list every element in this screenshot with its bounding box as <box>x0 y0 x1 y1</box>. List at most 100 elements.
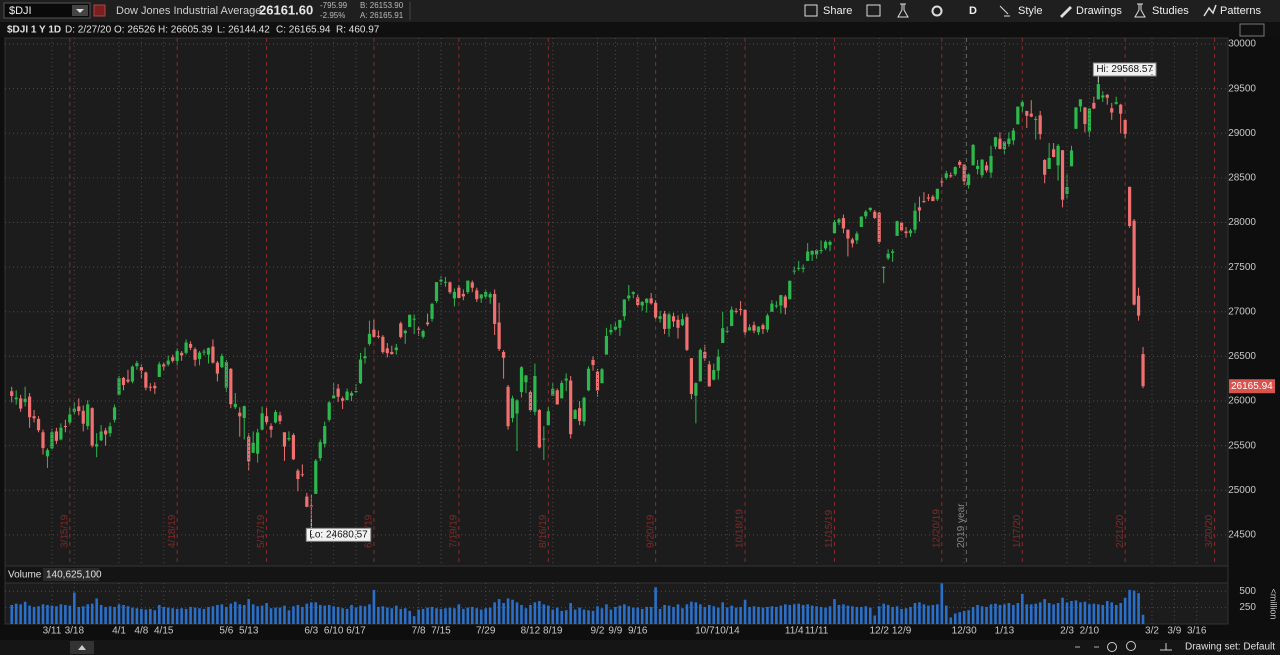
volume-bar <box>547 605 550 624</box>
candle-body <box>533 376 537 412</box>
last-price-marker <box>1229 379 1275 394</box>
volume-bar <box>1016 603 1020 624</box>
expiration-label: 8/16/19 <box>538 514 549 548</box>
flag[interactable] <box>93 4 106 17</box>
volume-bar <box>140 608 143 624</box>
studies-button[interactable]: Studies <box>1152 5 1189 17</box>
candle-body <box>14 397 18 400</box>
volume-bar <box>269 608 273 624</box>
volume-bar <box>345 608 349 624</box>
candle-body <box>376 335 380 337</box>
candle-body <box>846 229 850 239</box>
x-tick-label: 12/2 <box>869 626 889 637</box>
expiration-label: 3/15/19 <box>59 514 70 548</box>
style-button[interactable]: Style <box>1018 5 1042 17</box>
candle-body <box>211 346 215 363</box>
candle-body <box>654 302 658 318</box>
candle-body <box>519 367 524 393</box>
candle-body <box>86 404 90 427</box>
volume-bar <box>994 603 997 624</box>
volume-bar <box>560 610 564 624</box>
candle-body <box>595 371 600 391</box>
drawing-set[interactable]: Drawing set: Default <box>1185 642 1275 653</box>
candle-body <box>671 316 676 322</box>
zoom-button[interactable] <box>1126 641 1136 651</box>
expiration-label: 3/20/20 <box>1204 514 1215 548</box>
candle-body <box>1101 95 1105 98</box>
drawings-button[interactable]: Drawings <box>1076 5 1122 17</box>
volume-bar <box>278 607 282 624</box>
candle-body <box>457 287 461 299</box>
volume-bar <box>225 606 228 624</box>
flask-button[interactable] <box>897 3 909 18</box>
candle-body <box>309 505 313 507</box>
volume-bar <box>310 602 313 624</box>
expiration-label: 5/17/19 <box>256 514 267 548</box>
volume-bar <box>260 605 264 624</box>
candle-body <box>1038 115 1042 135</box>
volume-bar <box>332 606 335 624</box>
volume-bar <box>860 606 863 624</box>
volume-bar <box>734 607 738 624</box>
candle-body <box>944 173 948 178</box>
crosshair-button[interactable] <box>1107 642 1117 652</box>
volume-bar <box>1052 604 1055 624</box>
volume-bar <box>421 608 425 624</box>
share-label[interactable]: Share <box>823 5 852 17</box>
volume-bar <box>211 606 215 624</box>
volume-bar <box>971 606 975 624</box>
volume-bar <box>931 604 935 624</box>
candle-body <box>430 303 434 319</box>
volume-bar <box>623 604 626 624</box>
candle-body <box>68 414 72 423</box>
candle-body <box>121 377 126 385</box>
dropdown-arrow <box>76 9 84 13</box>
volume-bar <box>135 608 139 624</box>
info-high: H: 26605.39 <box>158 25 213 36</box>
volume-bar <box>1079 602 1082 624</box>
change-percent: -2.95% <box>320 11 345 20</box>
volume-bar <box>287 610 291 624</box>
candle-body <box>815 250 819 255</box>
candle-body <box>640 301 644 306</box>
volume-bar <box>1119 603 1122 624</box>
candle-body <box>497 322 501 349</box>
autoscale-button[interactable] <box>1239 23 1265 37</box>
volume-bar <box>46 604 49 624</box>
symbol[interactable]: $DJI <box>9 5 32 17</box>
volume-header <box>4 565 1229 584</box>
candle-body <box>524 375 528 383</box>
volume-bar <box>131 607 134 624</box>
y-tick-label: 26000 <box>1228 396 1256 407</box>
x-tick-label: 3/18 <box>65 626 85 637</box>
symbol-box[interactable] <box>3 2 91 19</box>
volume-bar <box>175 608 179 624</box>
candle-body <box>1007 138 1011 144</box>
period-button[interactable]: D <box>969 5 977 17</box>
info-bar <box>0 22 1280 37</box>
notes-button[interactable] <box>866 4 881 17</box>
drawing-tool-button[interactable] <box>1160 643 1172 651</box>
volume-bar <box>314 602 318 624</box>
volume-bar <box>681 608 684 624</box>
volume-bar <box>801 604 805 624</box>
volume-bar <box>10 604 14 624</box>
volume-bar <box>985 606 988 624</box>
volume-bar <box>41 604 45 624</box>
volume-bar <box>725 607 729 624</box>
volume-bar <box>377 606 380 624</box>
share-button[interactable]: Share <box>804 4 852 17</box>
x-tick-label: 1/13 <box>995 626 1015 637</box>
candle-body <box>819 250 823 252</box>
volume-bar <box>721 602 725 624</box>
volume-bar <box>891 606 894 624</box>
volume-bar <box>475 608 479 624</box>
volume-bar <box>962 610 966 624</box>
candle-body <box>989 156 993 173</box>
volume-bar <box>113 606 116 624</box>
volume-bar <box>806 604 809 624</box>
x-tick-label: 7/29 <box>476 626 496 637</box>
volume-bar <box>654 587 657 624</box>
settings-button[interactable] <box>931 5 943 17</box>
patterns-button[interactable]: Patterns <box>1220 5 1261 17</box>
